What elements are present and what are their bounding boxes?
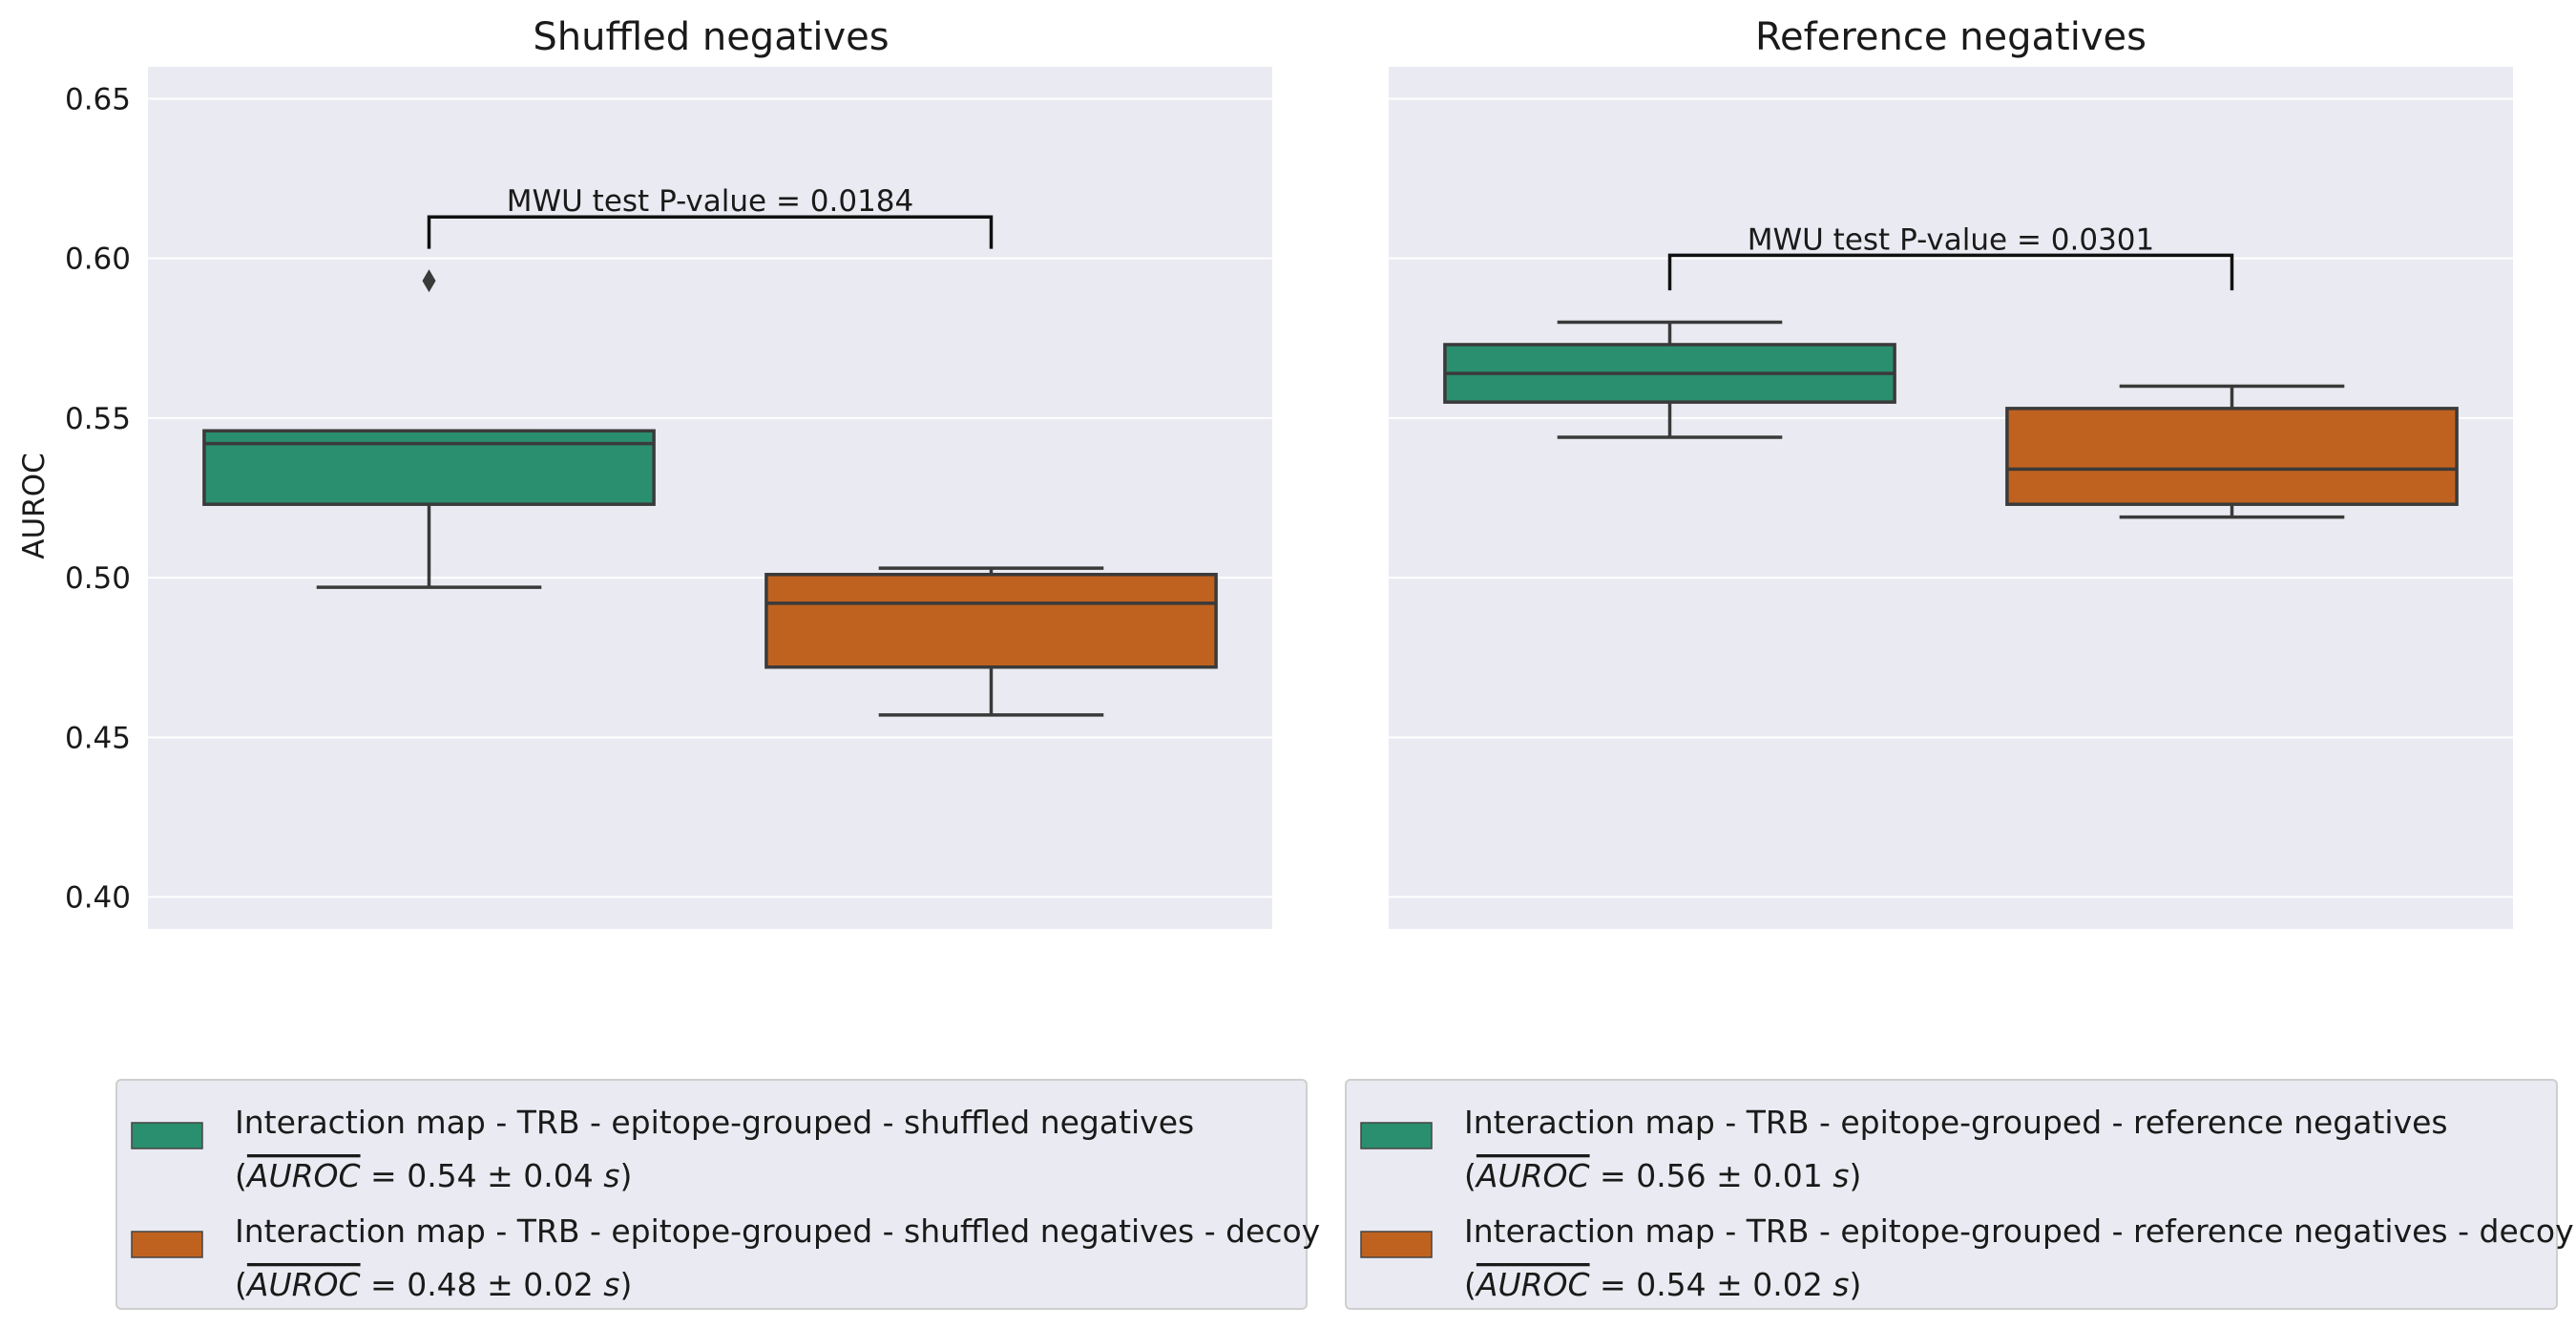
panel-title: Reference negatives <box>1755 15 2147 59</box>
y-tick-label: 0.40 <box>65 881 131 916</box>
legend-metric: AUROC <box>1475 1157 1590 1194</box>
legend-swatch <box>1360 1231 1433 1258</box>
legend-swatch <box>131 1231 203 1258</box>
box <box>764 566 1218 717</box>
legend-entry: Interaction map - TRB - epitope-grouped … <box>1360 1212 2574 1303</box>
legend-metric: AUROC <box>245 1157 361 1194</box>
legend-value: = 0.54 ± 0.04 <box>361 1157 604 1194</box>
legend: Interaction map - TRB - epitope-grouped … <box>115 1079 1320 1310</box>
box-iqr <box>764 573 1218 669</box>
legend-stat: (AUROC = 0.54 ± 0.02 s) <box>1464 1266 1861 1303</box>
legend-metric: AUROC <box>1475 1266 1590 1303</box>
legend-paren-close: ) <box>619 1266 632 1303</box>
significance-bracket <box>427 215 994 249</box>
legend-stat: (AUROC = 0.56 ± 0.01 s) <box>1464 1157 1861 1194</box>
y-tick-label: 0.60 <box>65 242 131 277</box>
legend-label: Interaction map - TRB - epitope-grouped … <box>235 1104 1194 1141</box>
legend-value: = 0.48 ± 0.02 <box>361 1266 604 1303</box>
legend-frame <box>115 1079 1308 1310</box>
y-tick-label: 0.45 <box>65 721 131 755</box>
significance-label: MWU test P-value = 0.0301 <box>1748 222 2155 257</box>
legend-value: = 0.54 ± 0.02 <box>1590 1266 1833 1303</box>
legend-paren-open: ( <box>1464 1266 1476 1303</box>
legend-swatch <box>1360 1122 1433 1149</box>
legend-paren-open: ( <box>235 1157 247 1194</box>
legend-stat: (AUROC = 0.48 ± 0.02 s) <box>235 1266 632 1303</box>
legend-paren-open: ( <box>1464 1157 1476 1194</box>
legend-paren-close: ) <box>1849 1266 1861 1303</box>
box <box>1443 320 1896 439</box>
panel-title: Shuffled negatives <box>533 15 889 59</box>
legend-label: Interaction map - TRB - epitope-grouped … <box>235 1212 1320 1250</box>
legend-stat: (AUROC = 0.54 ± 0.04 s) <box>235 1157 632 1194</box>
y-tick-label: 0.50 <box>65 561 131 596</box>
legend-entry: Interaction map - TRB - epitope-grouped … <box>1360 1104 2448 1194</box>
y-tick-label: 0.65 <box>65 82 131 116</box>
legend-symbol: s <box>1833 1266 1849 1303</box>
legend-paren-close: ) <box>619 1157 632 1194</box>
panel-shuffled: Shuffled negatives AUROC 0.40 0.45 0.50 0.5… <box>17 15 1272 929</box>
outlier-point <box>422 269 436 293</box>
y-axis-label: AUROC <box>17 453 52 559</box>
legend-label: Interaction map - TRB - epitope-grouped … <box>1464 1104 2448 1141</box>
legend-swatch <box>131 1122 203 1149</box>
y-tick-label: 0.55 <box>65 402 131 436</box>
legend-metric: AUROC <box>245 1266 361 1303</box>
legend-label: Interaction map - TRB - epitope-grouped … <box>1464 1212 2574 1250</box>
legend-paren-open: ( <box>235 1266 247 1303</box>
significance-label: MWU test P-value = 0.0184 <box>507 184 914 219</box>
legend-entry: Interaction map - TRB - epitope-grouped … <box>131 1212 1320 1303</box>
legend-symbol: s <box>1833 1157 1849 1194</box>
legend-entry: Interaction map - TRB - epitope-grouped … <box>131 1104 1194 1194</box>
panel-reference: Reference negatives MWU test P-value = 0… <box>1389 15 2513 929</box>
legend-symbol: s <box>603 1157 619 1194</box>
box-iqr <box>2005 407 2459 506</box>
box-iqr <box>202 429 656 506</box>
legend-symbol: s <box>603 1266 619 1303</box>
box <box>202 269 656 589</box>
box <box>2005 384 2459 519</box>
legend-value: = 0.56 ± 0.01 <box>1590 1157 1833 1194</box>
significance-bracket <box>1667 253 2234 291</box>
legend-frame <box>1345 1079 2558 1310</box>
legend: Interaction map - TRB - epitope-grouped … <box>1345 1079 2574 1310</box>
legend-paren-close: ) <box>1849 1157 1861 1194</box>
